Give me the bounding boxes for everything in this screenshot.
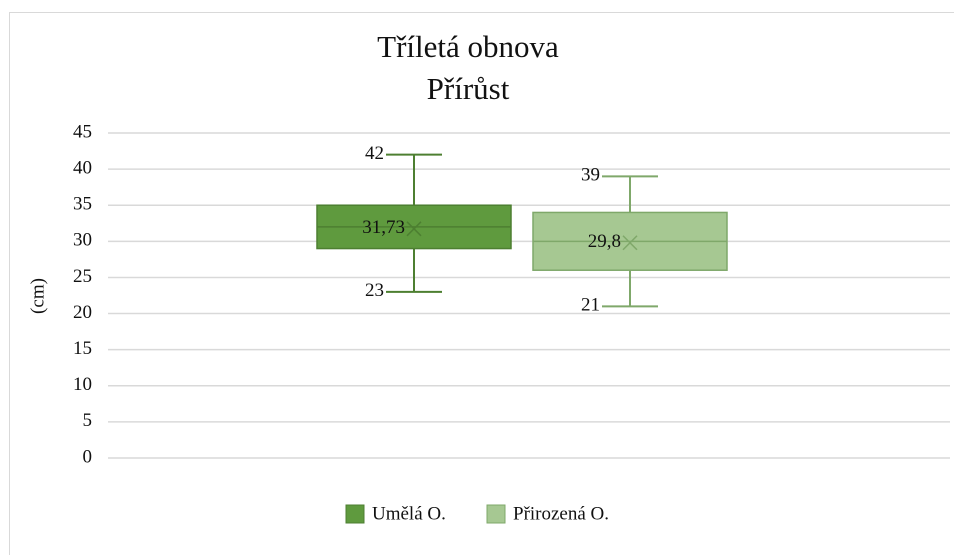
y-tick-label: 15: [73, 338, 92, 359]
chart-subtitle: Přírůst: [427, 71, 510, 106]
min-label: 21: [581, 295, 600, 316]
y-tick-label: 10: [73, 374, 92, 395]
chart-title: Tříletá obnova: [377, 29, 559, 64]
mean-label: 31,73: [362, 217, 405, 238]
legend-label: Přirozená O.: [513, 503, 609, 524]
y-tick-label: 5: [83, 410, 93, 431]
max-label: 39: [581, 165, 600, 186]
mean-label: 29,8: [588, 231, 621, 252]
y-tick-label: 25: [73, 266, 92, 287]
legend-swatch: [346, 505, 364, 523]
y-tick-label: 20: [73, 302, 92, 323]
legend-swatch: [487, 505, 505, 523]
y-tick-label: 40: [73, 157, 92, 178]
y-tick-label: 30: [73, 230, 92, 251]
max-label: 42: [365, 143, 384, 164]
y-tick-label: 35: [73, 194, 92, 215]
y-tick-label: 45: [73, 121, 92, 142]
y-axis-label: (cm): [27, 278, 48, 314]
min-label: 23: [365, 280, 384, 301]
legend-label: Umělá O.: [372, 503, 446, 524]
y-tick-label: 0: [83, 446, 93, 467]
